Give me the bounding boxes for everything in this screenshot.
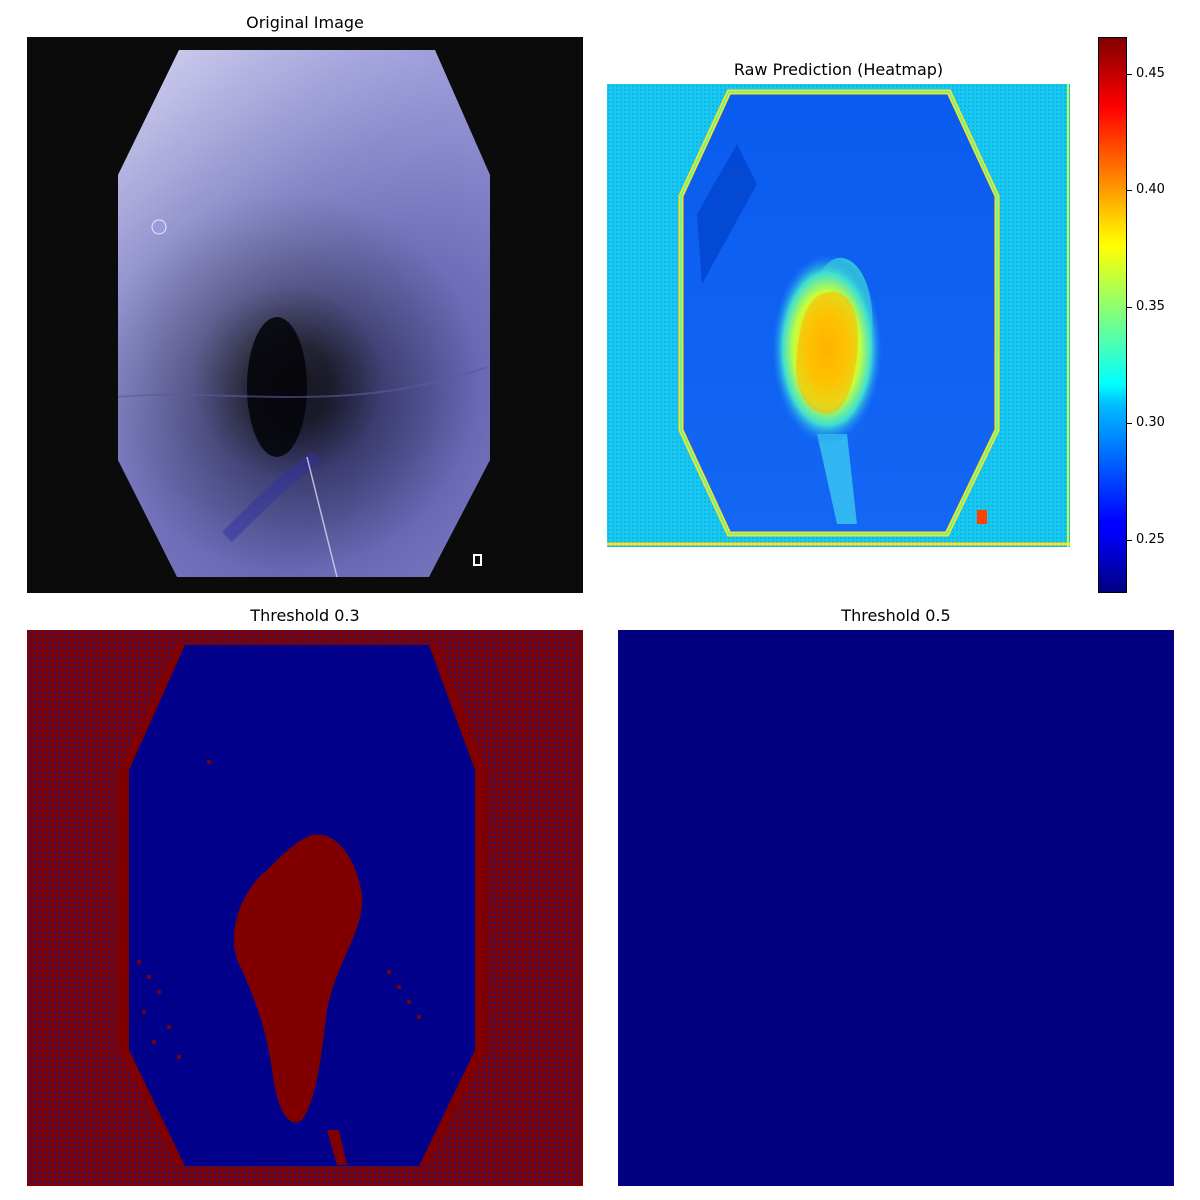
colorbar-tick-label: 0.25 [1136,532,1165,547]
colorbar-tick-label: 0.35 [1136,299,1165,314]
threshold-high-title: Threshold 0.5 [841,606,951,625]
colorbar-tick-mark [1127,307,1132,308]
heatmap-image [607,84,1070,547]
threshold-low-mask [27,630,583,1186]
colorbar-tick-label: 0.45 [1136,66,1165,81]
colorbar-tick-mark [1127,423,1132,424]
colorbar-tick-mark [1127,540,1132,541]
colorbar-tick-mark [1127,190,1132,191]
threshold-low-title: Threshold 0.3 [250,606,360,625]
original-image-title: Original Image [246,13,364,32]
colorbar-tick-label: 0.40 [1136,182,1165,197]
heatmap-title: Raw Prediction (Heatmap) [733,60,944,79]
colorbar-tick-label: 0.30 [1136,415,1165,430]
threshold-high-mask [618,630,1174,1186]
colorbar [1098,37,1127,593]
colorbar-tick-mark [1127,74,1132,75]
original-image [27,37,583,593]
